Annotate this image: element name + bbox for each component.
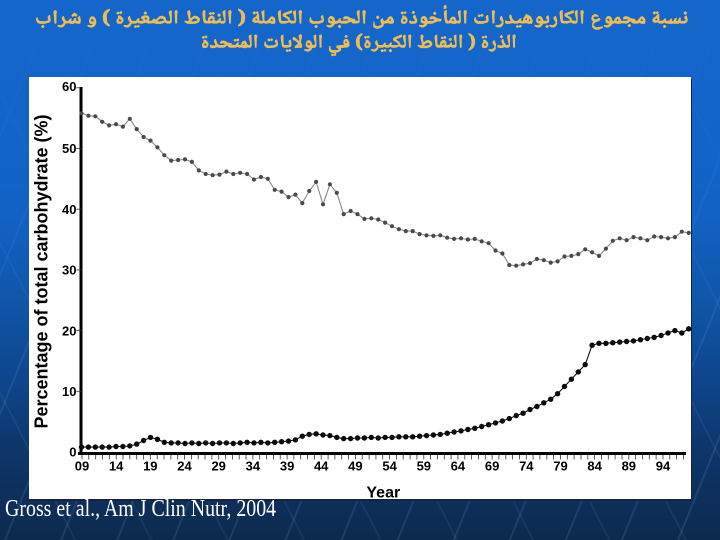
svg-text:Year: Year bbox=[366, 485, 400, 502]
svg-text:94: 94 bbox=[656, 459, 671, 474]
svg-text:Percentage of total carbohydra: Percentage of total carbohydrate (%) bbox=[32, 114, 52, 428]
svg-text:89: 89 bbox=[622, 459, 636, 474]
svg-text:19: 19 bbox=[143, 459, 157, 474]
svg-text:10: 10 bbox=[62, 384, 76, 399]
svg-text:69: 69 bbox=[485, 459, 499, 474]
svg-text:59: 59 bbox=[417, 459, 431, 474]
svg-text:40: 40 bbox=[62, 202, 76, 217]
svg-text:44: 44 bbox=[314, 459, 329, 474]
svg-text:24: 24 bbox=[177, 459, 192, 474]
svg-text:84: 84 bbox=[587, 459, 602, 474]
svg-text:09: 09 bbox=[75, 459, 89, 474]
svg-text:29: 29 bbox=[211, 459, 225, 474]
svg-text:79: 79 bbox=[553, 459, 567, 474]
svg-text:50: 50 bbox=[62, 141, 76, 156]
svg-text:34: 34 bbox=[246, 459, 261, 474]
svg-text:39: 39 bbox=[280, 459, 294, 474]
svg-text:54: 54 bbox=[382, 459, 397, 474]
svg-text:64: 64 bbox=[451, 459, 466, 474]
svg-text:14: 14 bbox=[109, 459, 124, 474]
svg-text:74: 74 bbox=[519, 459, 534, 474]
svg-text:60: 60 bbox=[62, 79, 76, 94]
svg-text:0: 0 bbox=[69, 445, 76, 460]
svg-text:30: 30 bbox=[62, 263, 76, 278]
svg-text:49: 49 bbox=[348, 459, 362, 474]
svg-text:20: 20 bbox=[62, 323, 76, 338]
